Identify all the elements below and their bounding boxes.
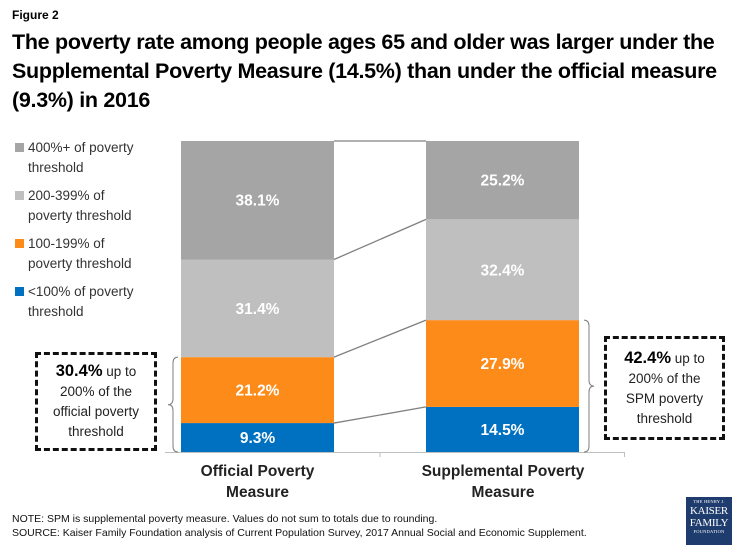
kff-logo: THE HENRY J. KAISER FAMILY FOUNDATION [686,497,732,545]
bar-segment [181,259,334,358]
category-label-line: Measure [226,484,289,501]
source-text: SOURCE: Kaiser Family Foundation analysi… [12,527,587,539]
legend-item-100-199: 100-199% of poverty threshold [12,234,172,274]
callout-text: threshold [636,410,693,426]
series-line [333,218,427,261]
bar-segment [426,219,579,321]
bar-segment [181,357,334,424]
legend-label: threshold [28,160,84,175]
logo-text: FAMILY [689,517,729,529]
data-label: 25.2% [481,173,525,190]
figure-label: Figure 2 [12,8,59,22]
bar-segment [426,320,579,407]
data-label: 38.1% [236,193,280,210]
category-label-line: Measure [471,484,535,501]
category-label-official: Official Poverty Measure [170,461,345,503]
legend-label: 400%+ of poverty [28,140,134,155]
legend-swatch [15,191,24,200]
logo-text: KAISER [690,505,728,517]
legend-item-400-plus: 400%+ of poverty threshold [12,138,172,178]
legend-label: 200-399% of [28,188,105,203]
callout-official: 30.4% up to 200% of the official poverty… [35,352,157,451]
callout-text: official poverty [52,404,140,419]
footnotes: NOTE: SPM is supplemental poverty measur… [12,512,587,540]
logo-text: THE HENRY J. [693,499,725,504]
category-label-line: Supplemental Poverty [421,463,585,480]
callout-text: up to [102,364,137,379]
legend-label: threshold [28,304,84,319]
data-label: 21.2% [236,383,280,400]
data-label: 32.4% [481,262,525,279]
bar-segment [426,406,579,452]
callout-text: 200% of the [628,370,701,386]
note-text: NOTE: SPM is supplemental poverty measur… [12,513,438,525]
logo-text: FOUNDATION [693,529,725,534]
category-label-spm: Supplemental Poverty Measure [405,461,601,503]
brace-official [167,356,179,453]
callout-text: up to [671,350,705,366]
chart-title: The poverty rate among people ages 65 an… [12,30,717,112]
callout-text: SPM poverty [625,390,704,406]
callout-percent: 30.4% [55,362,103,380]
bar-segment [181,423,334,452]
data-label: 14.5% [481,422,525,439]
legend-item-under-100: <100% of poverty threshold [12,282,172,322]
category-label-line: Official Poverty [200,463,315,480]
callout-text: 200% of the [59,384,133,399]
bar-segment [181,141,334,260]
legend-swatch [15,143,24,152]
callout-percent: 42.4% [624,348,671,367]
legend-label: poverty threshold [28,208,132,223]
data-label: 31.4% [236,301,280,318]
legend-item-200-399: 200-399% of poverty threshold [12,186,172,226]
bar-segment [426,141,579,220]
legend-swatch [15,287,24,296]
callout-spm: 42.4% up to 200% of the SPM poverty thre… [604,336,725,440]
brace-spm [583,319,595,453]
data-label: 27.9% [481,356,525,373]
callout-text: threshold [68,424,124,439]
data-label: 9.3% [240,430,276,447]
legend-swatch [15,239,24,248]
legend-label: 100-199% of [28,236,105,251]
series-line [333,319,427,358]
legend-label: poverty threshold [28,256,132,271]
series-line [333,406,427,424]
legend: 400%+ of poverty threshold 200-399% of p… [12,138,172,330]
legend-label: <100% of poverty [28,284,134,299]
